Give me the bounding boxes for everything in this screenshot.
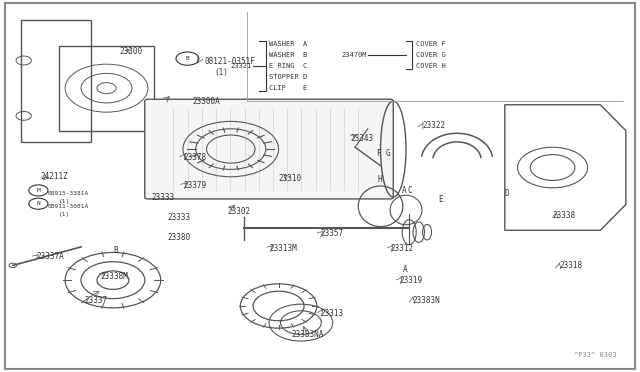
Text: 23337: 23337 bbox=[84, 296, 108, 305]
Text: 23383NA: 23383NA bbox=[291, 330, 324, 339]
Text: STOPPER D: STOPPER D bbox=[269, 74, 307, 80]
Text: E: E bbox=[438, 195, 442, 204]
Text: 23337A: 23337A bbox=[36, 251, 64, 261]
Text: 23383N: 23383N bbox=[412, 296, 440, 305]
Text: COVER H: COVER H bbox=[415, 62, 445, 68]
Text: A: A bbox=[403, 264, 408, 273]
FancyBboxPatch shape bbox=[145, 99, 394, 199]
Text: 23338: 23338 bbox=[552, 211, 576, 220]
Text: H: H bbox=[378, 175, 382, 184]
Text: C: C bbox=[408, 186, 413, 195]
Text: 23378: 23378 bbox=[183, 153, 206, 162]
Text: N: N bbox=[36, 201, 40, 206]
Text: (1): (1) bbox=[59, 199, 70, 204]
Text: 08121-0351F: 08121-0351F bbox=[204, 57, 255, 66]
Text: 23313: 23313 bbox=[320, 309, 343, 318]
Text: (1): (1) bbox=[59, 212, 70, 217]
FancyBboxPatch shape bbox=[4, 3, 636, 369]
Text: F: F bbox=[376, 150, 381, 158]
Text: 23338M: 23338M bbox=[100, 272, 128, 281]
Text: 23321: 23321 bbox=[230, 63, 252, 69]
Text: 23333: 23333 bbox=[151, 193, 174, 202]
Text: 23310: 23310 bbox=[278, 174, 301, 183]
Text: 23380: 23380 bbox=[167, 233, 190, 242]
Text: 23357: 23357 bbox=[320, 230, 343, 238]
Text: 23322: 23322 bbox=[422, 121, 445, 129]
Text: 23470M: 23470M bbox=[341, 52, 367, 58]
Text: A: A bbox=[401, 186, 406, 195]
Text: 08915-3381A: 08915-3381A bbox=[48, 191, 89, 196]
Text: E RING  C: E RING C bbox=[269, 62, 307, 68]
Text: B: B bbox=[186, 56, 189, 61]
Text: WASHER  B: WASHER B bbox=[269, 52, 307, 58]
Text: ^P33^ 0303: ^P33^ 0303 bbox=[574, 352, 616, 358]
Text: 08911-3081A: 08911-3081A bbox=[48, 204, 89, 209]
Text: 23300: 23300 bbox=[119, 47, 142, 56]
Text: 23313M: 23313M bbox=[269, 244, 297, 253]
Text: B: B bbox=[113, 246, 118, 255]
Text: 23318: 23318 bbox=[559, 261, 582, 270]
Text: 24211Z: 24211Z bbox=[41, 172, 68, 181]
Text: 23302: 23302 bbox=[228, 207, 251, 217]
Text: 23333: 23333 bbox=[167, 213, 190, 222]
Text: 23319: 23319 bbox=[399, 276, 423, 285]
Text: 23312: 23312 bbox=[390, 244, 413, 253]
Text: WASHER  A: WASHER A bbox=[269, 41, 307, 47]
Text: COVER F: COVER F bbox=[415, 41, 445, 47]
Text: 23343: 23343 bbox=[351, 134, 374, 142]
Text: COVER G: COVER G bbox=[415, 52, 445, 58]
Text: (1): (1) bbox=[215, 68, 228, 77]
Text: G: G bbox=[386, 150, 390, 158]
Text: D: D bbox=[505, 189, 509, 198]
Text: CLIP    E: CLIP E bbox=[269, 85, 307, 91]
Text: 23379: 23379 bbox=[183, 182, 206, 190]
Text: 23300A: 23300A bbox=[193, 97, 220, 106]
Text: M: M bbox=[36, 188, 40, 193]
